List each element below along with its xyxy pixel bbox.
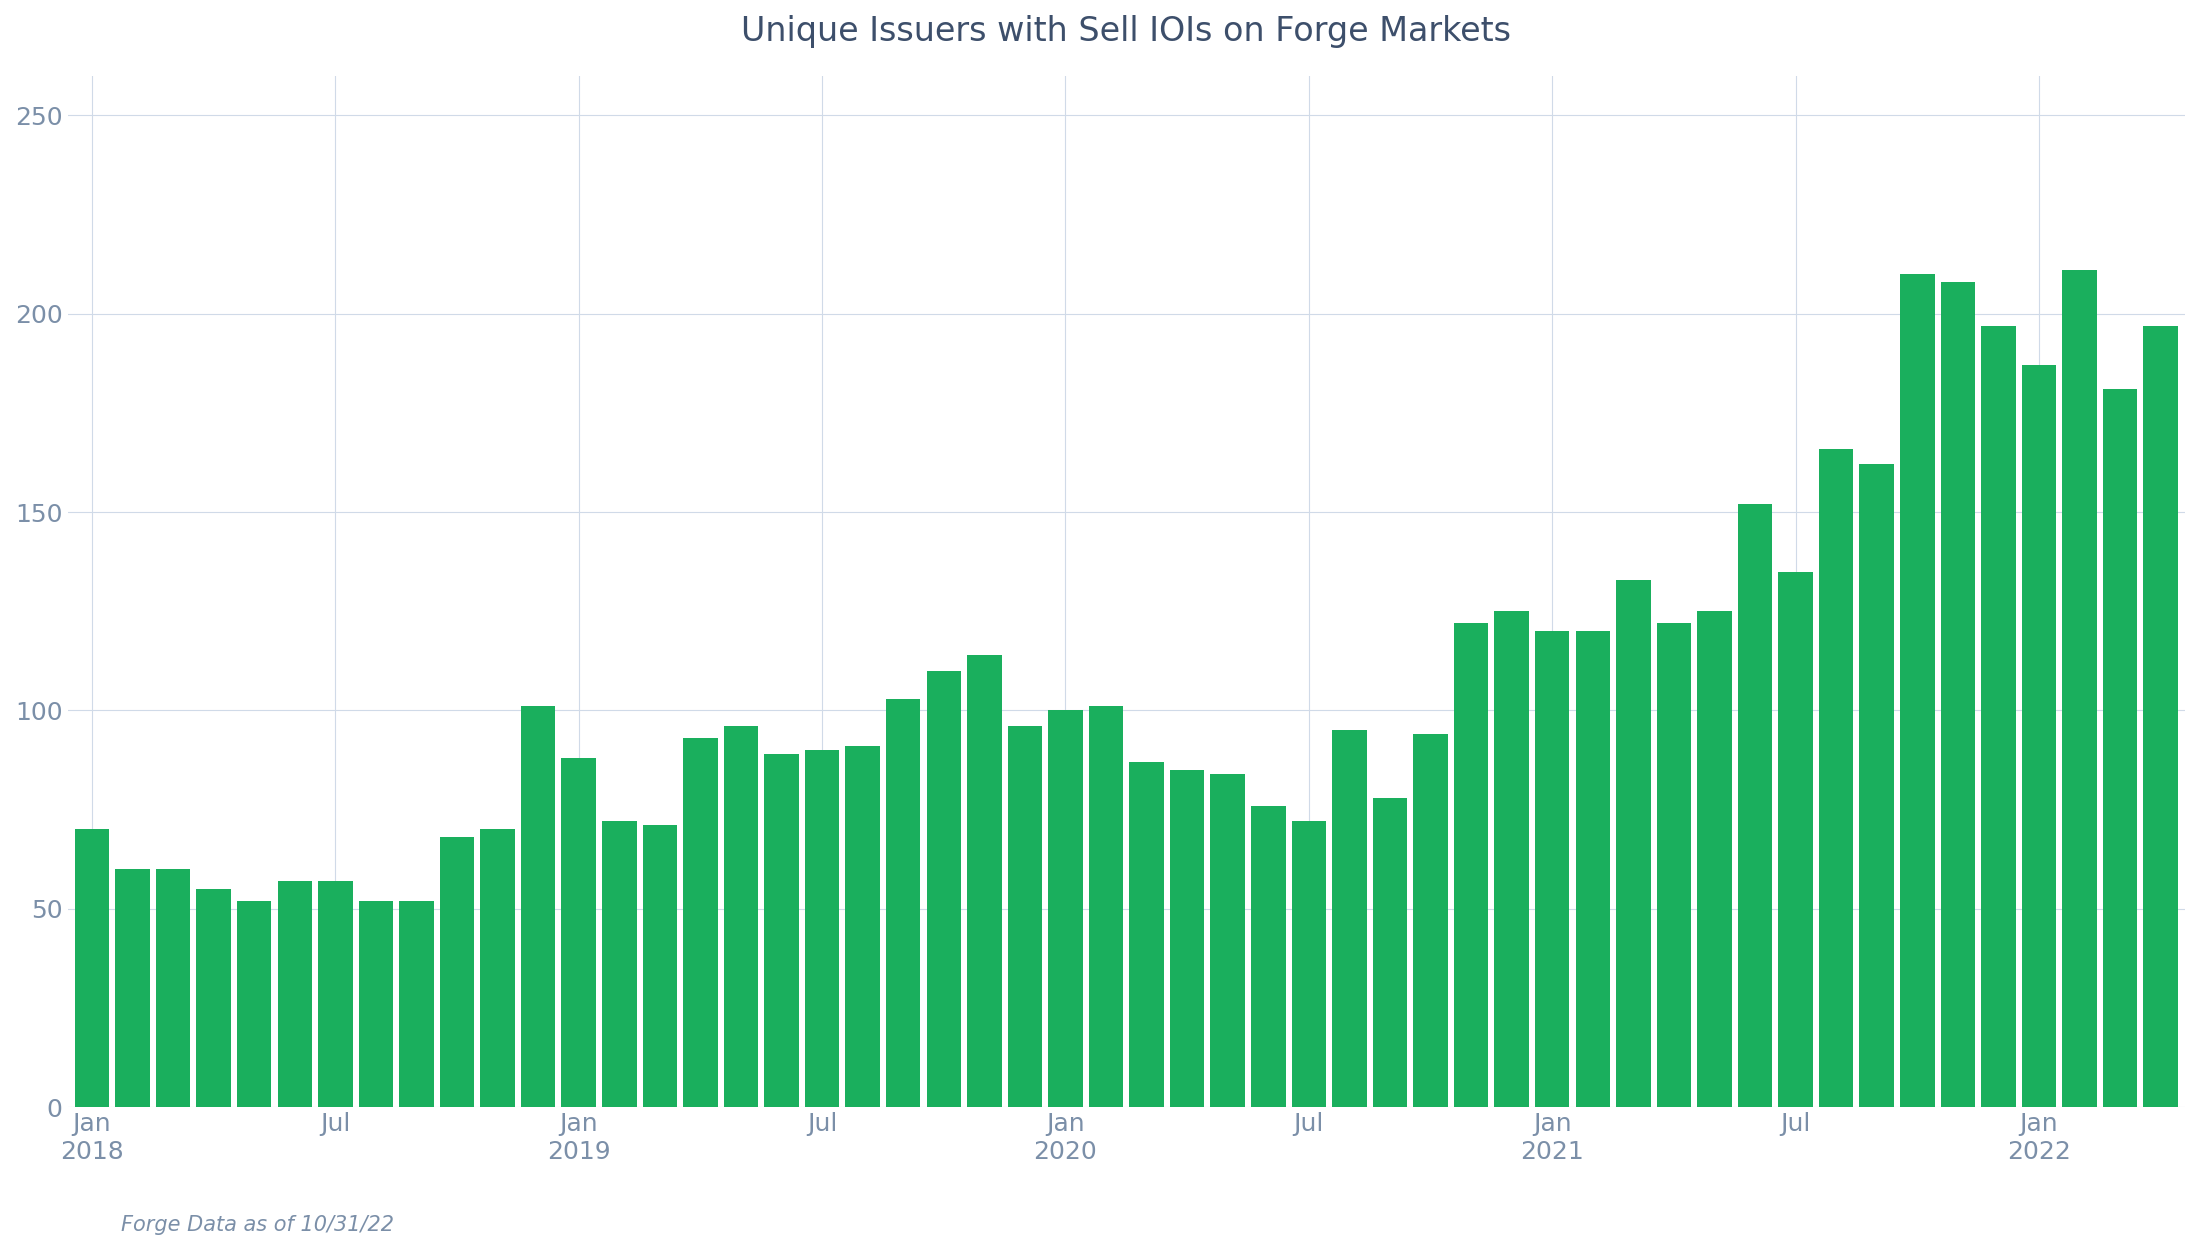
Bar xyxy=(1373,798,1408,1107)
Bar xyxy=(1494,611,1529,1107)
Bar xyxy=(1819,449,1852,1107)
Bar xyxy=(926,671,961,1107)
Bar xyxy=(114,869,150,1107)
Bar xyxy=(1252,805,1285,1107)
Bar xyxy=(1333,730,1366,1107)
Bar xyxy=(277,882,312,1107)
Bar xyxy=(1940,282,1976,1107)
Bar xyxy=(2143,326,2178,1107)
Bar xyxy=(968,655,1001,1107)
Bar xyxy=(238,900,271,1107)
Bar xyxy=(521,706,554,1107)
Bar xyxy=(359,900,394,1107)
Bar xyxy=(1778,572,1813,1107)
Bar xyxy=(196,889,231,1107)
Bar xyxy=(724,726,759,1107)
Bar xyxy=(845,746,880,1107)
Bar xyxy=(763,754,799,1107)
Bar xyxy=(1657,623,1692,1107)
Bar xyxy=(642,825,678,1107)
Bar xyxy=(2103,389,2138,1107)
Bar xyxy=(1982,326,2015,1107)
Bar xyxy=(1170,770,1203,1107)
Bar xyxy=(1089,706,1124,1107)
Bar xyxy=(2022,365,2057,1107)
Bar xyxy=(805,750,840,1107)
Bar xyxy=(1129,762,1164,1107)
Bar xyxy=(1412,734,1448,1107)
Bar xyxy=(440,838,475,1107)
Bar xyxy=(1575,631,1610,1107)
Bar xyxy=(480,829,515,1107)
Bar xyxy=(1210,774,1245,1107)
Bar xyxy=(684,739,717,1107)
Bar xyxy=(1047,711,1082,1107)
Bar xyxy=(1859,464,1894,1107)
Bar xyxy=(603,821,636,1107)
Bar xyxy=(156,869,191,1107)
Bar xyxy=(561,757,596,1107)
Bar xyxy=(398,900,433,1107)
Bar xyxy=(319,882,352,1107)
Bar xyxy=(2061,270,2097,1107)
Bar xyxy=(1536,631,1569,1107)
Bar xyxy=(1901,275,1934,1107)
Bar xyxy=(75,829,110,1107)
Bar xyxy=(1696,611,1731,1107)
Title: Unique Issuers with Sell IOIs on Forge Markets: Unique Issuers with Sell IOIs on Forge M… xyxy=(741,15,1511,48)
Bar xyxy=(1617,579,1650,1107)
Bar xyxy=(887,698,920,1107)
Bar xyxy=(1008,726,1043,1107)
Bar xyxy=(1454,623,1489,1107)
Bar xyxy=(1738,504,1773,1107)
Bar xyxy=(1291,821,1327,1107)
Text: Forge Data as of 10/31/22: Forge Data as of 10/31/22 xyxy=(121,1215,394,1235)
